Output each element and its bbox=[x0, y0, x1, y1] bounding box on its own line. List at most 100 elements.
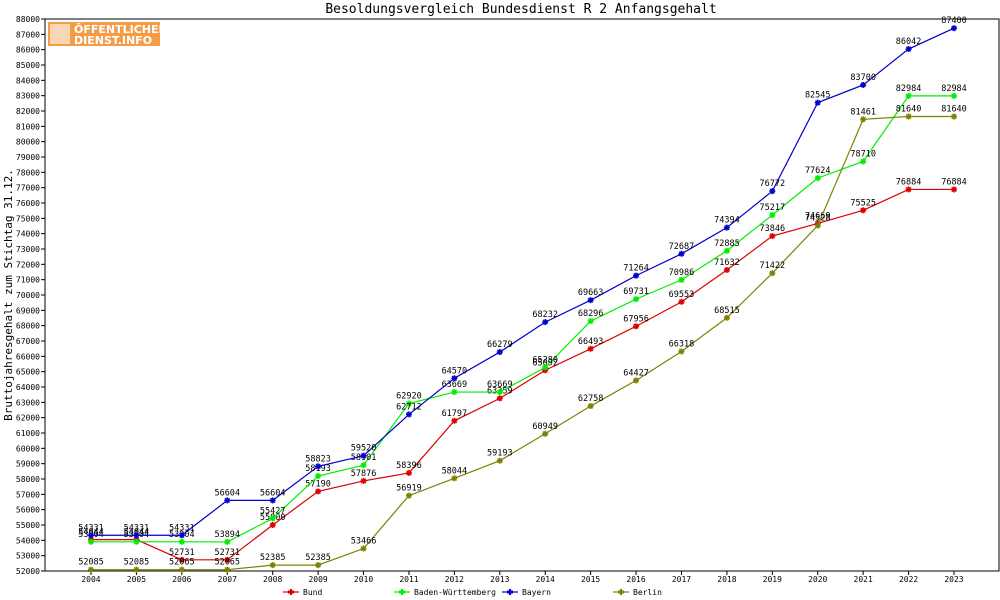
axes: 52000 53000 54000 55000 56000 57000 58000 59000… bbox=[16, 15, 964, 584]
data-point bbox=[315, 463, 322, 470]
data-label: 56604 bbox=[214, 488, 240, 498]
y-tick-label: 62000 bbox=[16, 414, 40, 423]
data-point bbox=[496, 457, 503, 464]
data-point bbox=[451, 389, 458, 396]
data-point bbox=[587, 403, 594, 410]
y-axis-label: Bruttojahresgehalt zum Stichtag 31.12. bbox=[2, 169, 15, 421]
data-label: 54331 bbox=[78, 523, 104, 533]
series-line bbox=[91, 27, 955, 536]
data-label: 66318 bbox=[669, 339, 695, 349]
data-label: 81461 bbox=[850, 107, 876, 117]
y-tick-label: 71000 bbox=[16, 276, 40, 285]
data-point bbox=[860, 81, 867, 88]
y-tick-label: 66000 bbox=[16, 352, 40, 361]
x-tick-label: 2010 bbox=[354, 575, 373, 584]
data-label: 58823 bbox=[305, 454, 331, 464]
y-tick-label: 81000 bbox=[16, 122, 40, 131]
data-label: 70986 bbox=[669, 268, 695, 278]
data-label: 59193 bbox=[487, 449, 513, 459]
x-tick-label: 2021 bbox=[854, 575, 873, 584]
series-bund: 5404454044527315273155000571905787658396… bbox=[78, 177, 967, 563]
chart-title: Besoldungsvergleich Bundesdienst R 2 Anf… bbox=[325, 2, 716, 17]
data-label: 77624 bbox=[805, 166, 831, 176]
data-label: 81640 bbox=[941, 105, 967, 115]
y-tick-label: 54000 bbox=[16, 536, 40, 545]
x-tick-label: 2005 bbox=[127, 575, 146, 584]
series-baden-w-rttemberg: 5390453904539045389455427581935890162920… bbox=[78, 84, 967, 545]
data-point bbox=[951, 186, 957, 193]
data-point bbox=[951, 25, 957, 32]
data-point bbox=[769, 212, 776, 219]
data-label: 58396 bbox=[396, 461, 422, 471]
data-label: 56604 bbox=[260, 488, 286, 498]
data-label: 67956 bbox=[623, 314, 649, 324]
data-point bbox=[542, 364, 549, 371]
x-tick-label: 2022 bbox=[899, 575, 918, 584]
data-label: 57190 bbox=[305, 479, 331, 489]
data-point bbox=[814, 222, 821, 229]
data-point bbox=[951, 113, 957, 120]
data-point bbox=[814, 175, 821, 182]
y-tick-label: 70000 bbox=[16, 291, 40, 300]
data-point bbox=[88, 566, 94, 573]
series-line bbox=[91, 188, 954, 561]
data-point bbox=[496, 349, 503, 356]
data-label: 65092 bbox=[532, 358, 558, 368]
x-tick-label: 2006 bbox=[172, 575, 191, 584]
data-point bbox=[587, 318, 594, 325]
data-label: 76884 bbox=[941, 177, 967, 187]
logo-text-line1: ÖFFENTLICHER bbox=[74, 22, 167, 36]
y-tick-label: 82000 bbox=[16, 107, 40, 116]
data-label: 68515 bbox=[714, 306, 740, 316]
data-label: 73846 bbox=[760, 224, 786, 234]
data-label: 52731 bbox=[214, 548, 240, 558]
data-label: 68296 bbox=[578, 309, 604, 319]
data-point bbox=[723, 314, 730, 321]
y-tick-label: 57000 bbox=[16, 490, 40, 499]
data-label: 55427 bbox=[260, 506, 286, 516]
series-berlin: 52085 52085 52065 52065 52385 52385 53466 56919… bbox=[78, 105, 967, 573]
y-tick-label: 67000 bbox=[16, 337, 40, 346]
y-tick-label: 87000 bbox=[16, 30, 40, 39]
data-point bbox=[405, 400, 412, 407]
x-tick-label: 2011 bbox=[399, 575, 418, 584]
data-label: 87400 bbox=[941, 16, 967, 26]
data-label: 61797 bbox=[442, 409, 468, 419]
data-point bbox=[405, 469, 412, 476]
data-label: 65280 bbox=[532, 355, 558, 365]
data-label: 82984 bbox=[941, 84, 967, 94]
y-tick-label: 80000 bbox=[16, 138, 40, 147]
data-point bbox=[133, 532, 140, 539]
data-point bbox=[88, 538, 94, 545]
data-label: 81640 bbox=[896, 105, 922, 115]
y-tick-label: 86000 bbox=[16, 46, 40, 55]
data-label: 71632 bbox=[714, 258, 740, 268]
data-label: 62712 bbox=[396, 402, 422, 412]
y-tick-label: 56000 bbox=[16, 506, 40, 515]
data-label: 52731 bbox=[169, 548, 195, 558]
data-label: 74394 bbox=[714, 216, 740, 226]
y-tick-label: 84000 bbox=[16, 76, 40, 85]
data-point bbox=[678, 276, 685, 283]
data-point bbox=[678, 298, 685, 305]
data-point bbox=[496, 389, 503, 396]
data-point bbox=[315, 562, 322, 569]
data-label: 54331 bbox=[124, 523, 150, 533]
plot-frame bbox=[44, 18, 1000, 572]
data-point bbox=[360, 545, 367, 552]
legend-item: Berlin bbox=[613, 588, 662, 597]
y-tick-label: 69000 bbox=[16, 306, 40, 315]
data-point bbox=[405, 411, 412, 418]
data-point bbox=[133, 538, 140, 545]
legend-item: Bayern bbox=[502, 588, 551, 597]
legend-label: Bayern bbox=[522, 588, 551, 597]
data-point bbox=[224, 497, 231, 504]
data-label: 52065 bbox=[214, 558, 240, 568]
x-tick-label: 2007 bbox=[218, 575, 237, 584]
data-point bbox=[451, 375, 458, 382]
data-point bbox=[723, 224, 730, 231]
data-label: 75217 bbox=[760, 203, 786, 213]
logo: ÖFFENTLICHER DIENST.INFO bbox=[48, 22, 167, 47]
data-point bbox=[269, 515, 276, 522]
